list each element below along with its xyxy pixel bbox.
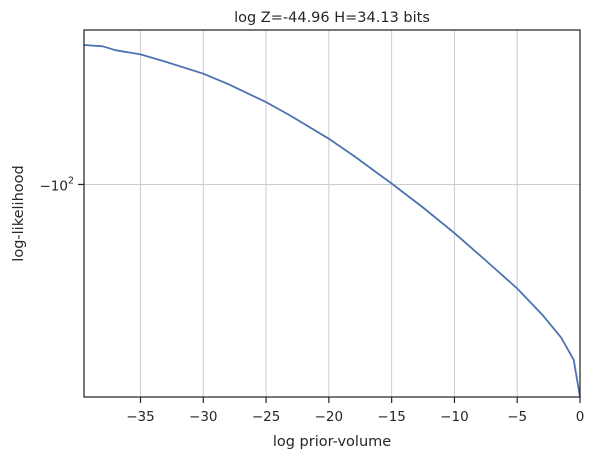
y-axis-label: log-likelihood <box>11 165 27 261</box>
y-axis: −102 <box>39 175 84 194</box>
x-tick-label: −10 <box>440 409 469 425</box>
x-tick-label: −20 <box>315 409 344 425</box>
y-tick-base: −10 <box>39 178 68 194</box>
x-tick-label: −35 <box>126 409 155 425</box>
plot-area <box>83 44 581 398</box>
x-tick-label: −30 <box>189 409 218 425</box>
x-axis-label: log prior-volume <box>273 434 391 450</box>
axes-frame <box>83 29 581 398</box>
grid <box>84 30 581 397</box>
y-tick-exponent: 2 <box>68 175 74 186</box>
chart-title: log Z=-44.96 H=34.13 bits <box>234 10 430 26</box>
x-tick-label: 0 <box>576 409 585 425</box>
y-tick-label: −102 <box>39 175 74 194</box>
x-axis: −35 −30 −25 −20 −15 −10 −5 0 <box>126 397 584 425</box>
x-tick-label: −15 <box>377 409 406 425</box>
x-tick-label: −5 <box>507 409 527 425</box>
series-line <box>83 44 581 398</box>
x-tick-label: −25 <box>252 409 281 425</box>
